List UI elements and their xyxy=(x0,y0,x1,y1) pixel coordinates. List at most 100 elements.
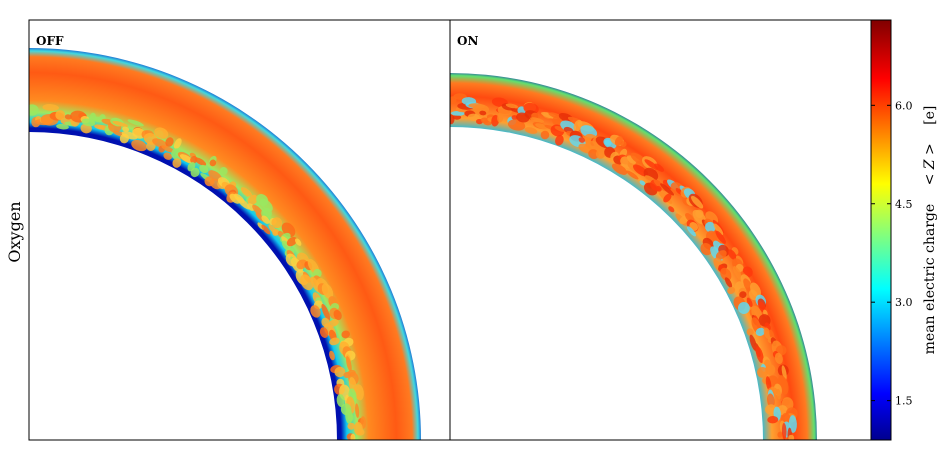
plume-blob xyxy=(611,163,628,175)
plume-blob xyxy=(763,327,771,340)
plume-blob xyxy=(321,283,334,299)
colorbar-tick-label: 4.5 xyxy=(895,198,913,211)
plume-blob xyxy=(261,215,270,224)
plume-blob xyxy=(705,221,716,233)
plume-blob xyxy=(767,393,775,408)
plume-blob xyxy=(240,187,253,198)
plume-blob xyxy=(329,350,335,361)
plume-blob xyxy=(354,384,364,401)
plume-blob xyxy=(644,159,659,170)
plume-blob xyxy=(236,196,251,210)
plume-blob xyxy=(131,139,147,152)
plume-blob xyxy=(209,159,217,167)
plume-blob xyxy=(350,433,356,440)
panel-on xyxy=(450,20,871,440)
plume-blob xyxy=(479,110,487,116)
plume-blob xyxy=(578,137,586,143)
plume-blob xyxy=(776,388,782,400)
plume-blob xyxy=(219,166,228,175)
plume-blob xyxy=(173,138,182,149)
plume-blob xyxy=(261,224,271,235)
plume-blob xyxy=(524,127,538,134)
plume-blob xyxy=(540,130,550,140)
plume-blob xyxy=(453,93,467,100)
plume-blob xyxy=(654,163,665,172)
plume-blob xyxy=(507,119,526,131)
plume-blob xyxy=(727,249,737,260)
plume-blob xyxy=(554,125,567,133)
colorbar-tick-label: 3.0 xyxy=(895,296,913,309)
plume-blob xyxy=(748,289,758,301)
panel-off xyxy=(29,20,450,440)
plume-blob xyxy=(715,230,726,244)
plume-blob xyxy=(774,352,783,365)
turbulence-on xyxy=(450,93,798,440)
plume-blob xyxy=(127,119,144,127)
plume-blob xyxy=(757,366,768,378)
plume-blob xyxy=(713,223,724,236)
plume-blob xyxy=(252,204,263,216)
colorbar-label-unit: [e] xyxy=(922,106,938,125)
plume-blob xyxy=(758,301,766,313)
plume-blob xyxy=(161,145,175,153)
plume-blob xyxy=(112,121,129,127)
plume-blob xyxy=(720,267,732,281)
panel-off-label: OFF xyxy=(36,34,64,48)
plume-blob xyxy=(663,193,672,203)
plume-blob xyxy=(321,303,331,321)
plume-blob xyxy=(29,104,39,116)
plume-blob xyxy=(341,330,350,339)
colorbar-label: mean electric charge < Z > [e] xyxy=(922,106,938,355)
plume-blob xyxy=(767,415,779,424)
plume-blob xyxy=(755,327,766,336)
plume-blob xyxy=(686,226,697,237)
plume-blob xyxy=(199,164,209,174)
plume-blob xyxy=(660,183,675,196)
plume-blob xyxy=(555,135,564,146)
plume-blob xyxy=(655,185,662,192)
plume-blob xyxy=(505,103,519,109)
plume-blob xyxy=(530,117,545,123)
colorbar-label-text: mean electric charge xyxy=(922,204,938,355)
plume-blob xyxy=(56,123,69,130)
plume-blob xyxy=(700,242,713,256)
plume-blob xyxy=(511,115,518,120)
plume-blob xyxy=(755,346,764,363)
plume-blob xyxy=(356,428,365,436)
plume-blob xyxy=(620,141,627,148)
plume-blob xyxy=(355,403,360,418)
plume-blob xyxy=(313,268,322,278)
plume-blob xyxy=(190,167,200,178)
plume-blob xyxy=(300,274,314,291)
plume-blob xyxy=(336,394,345,408)
plume-blob xyxy=(668,206,675,213)
plume-blob xyxy=(286,236,298,247)
plume-blob xyxy=(347,422,355,430)
plume-blob xyxy=(146,141,156,151)
plume-blob xyxy=(42,104,59,111)
plume-blob xyxy=(260,198,273,212)
plume-blob xyxy=(329,337,340,346)
shell-off xyxy=(29,48,421,440)
plume-blob xyxy=(295,238,302,246)
plume-blob xyxy=(194,157,207,166)
plume-blob xyxy=(55,110,66,121)
colorbar-label-symbol: < Z > xyxy=(922,143,938,185)
plume-blob xyxy=(310,305,321,318)
colorbar-tick-label: 6.0 xyxy=(895,99,913,112)
plume-blob xyxy=(121,131,138,140)
plume-blob xyxy=(122,126,130,132)
plume-blob xyxy=(497,112,504,123)
plume-blob xyxy=(272,229,280,236)
plume-blob xyxy=(172,158,182,168)
colorbar-ticks: 1.5 3.0 4.5 6.0 xyxy=(871,99,913,408)
colorbar xyxy=(870,19,892,441)
plume-blob xyxy=(154,127,169,139)
plume-blob xyxy=(639,180,646,186)
plume-blob xyxy=(588,149,599,160)
plume-blob xyxy=(691,195,704,209)
plume-blob xyxy=(271,217,283,229)
plume-blob xyxy=(319,327,329,338)
plume-blob xyxy=(727,286,736,295)
